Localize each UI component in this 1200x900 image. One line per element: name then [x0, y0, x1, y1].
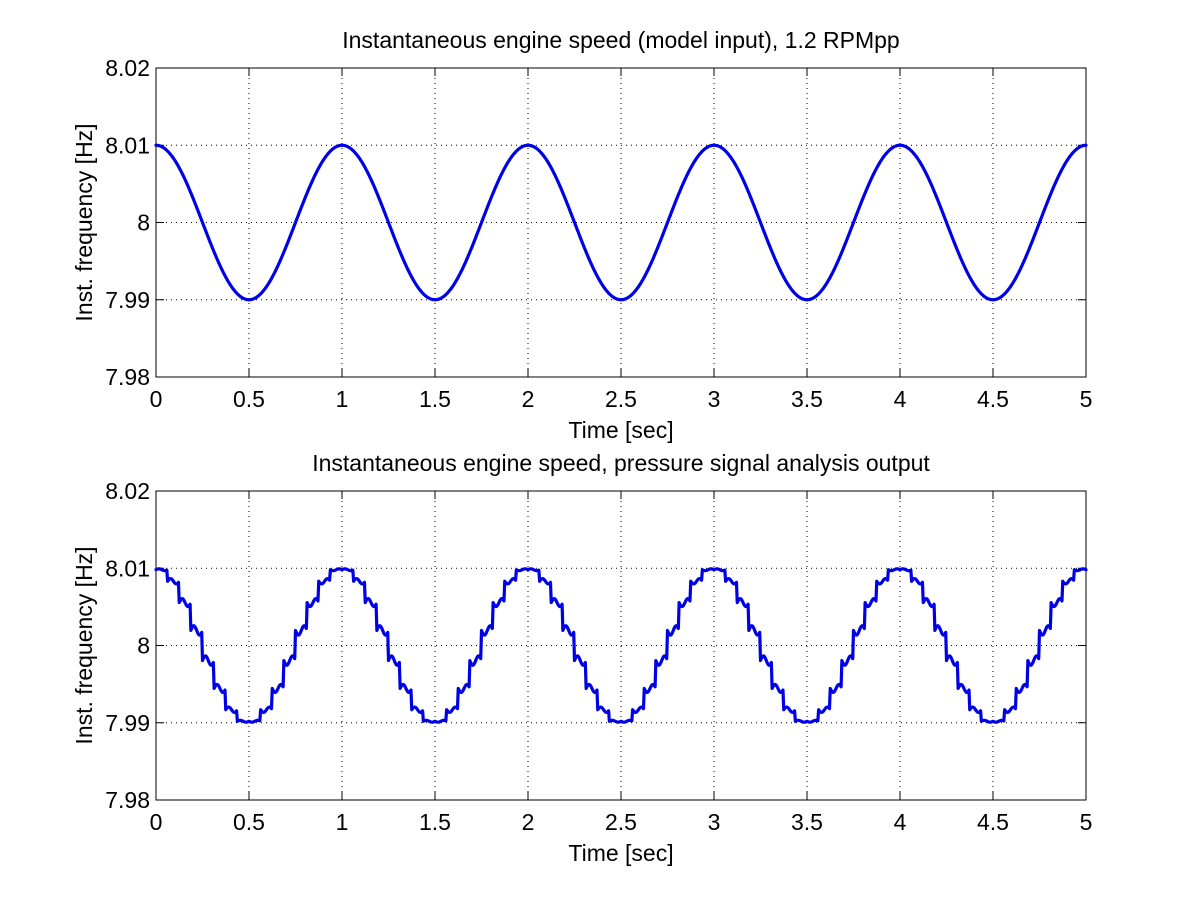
x-axis-label: Time [sec] [568, 840, 673, 866]
x-tick-label: 1 [336, 809, 349, 835]
x-tick-label: 0.5 [233, 386, 265, 412]
axis-ticks [155, 490, 1087, 801]
x-tick-label: 3.5 [791, 809, 823, 835]
x-tick-label: 2 [522, 386, 535, 412]
y-axis-label: Inst. frequency [Hz] [71, 546, 97, 744]
chart-model-input: 0 0.5 1 1.5 2 2.5 3 3.5 4 4.5 5 7.98 7.99 8 8.01 8.02 I… [71, 27, 1092, 443]
y-tick-label: 8.02 [105, 55, 150, 81]
x-axis-label: Time [sec] [568, 417, 673, 443]
series-layer [154, 143, 1088, 302]
x-tick-label: 0 [150, 386, 163, 412]
tick-labels: 0 0.5 1 1.5 2 2.5 3 3.5 4 4.5 5 7.98 7.99 8 8.01 8.02 [105, 55, 1092, 412]
x-tick-label: 3.5 [791, 386, 823, 412]
x-tick-label: 4.5 [977, 809, 1009, 835]
y-tick-label: 7.99 [105, 287, 150, 313]
x-tick-label: 0.5 [233, 809, 265, 835]
x-tick-label: 1 [336, 386, 349, 412]
tick-labels: 0 0.5 1 1.5 2 2.5 3 3.5 4 4.5 5 7.98 7.99 8 8.01 8.02 [105, 478, 1092, 835]
x-tick-label: 1.5 [419, 809, 451, 835]
x-tick-label: 4 [894, 809, 907, 835]
x-tick-label: 3 [708, 809, 721, 835]
x-tick-label: 3 [708, 386, 721, 412]
x-tick-label: 0 [150, 809, 163, 835]
series-line [154, 143, 1088, 302]
y-tick-label: 7.98 [105, 787, 150, 813]
chart-title: Instantaneous engine speed (model input)… [342, 27, 899, 53]
x-tick-label: 4 [894, 386, 907, 412]
y-tick-label: 8.01 [105, 132, 150, 158]
x-tick-label: 1.5 [419, 386, 451, 412]
y-tick-label: 7.99 [105, 710, 150, 736]
x-tick-label: 4.5 [977, 386, 1009, 412]
series-line [154, 567, 1088, 724]
y-tick-label: 8.01 [105, 555, 150, 581]
x-tick-label: 2.5 [605, 386, 637, 412]
y-axis-label: Inst. frequency [Hz] [71, 123, 97, 321]
x-tick-label: 2 [522, 809, 535, 835]
x-tick-label: 5 [1080, 386, 1093, 412]
x-tick-label: 2.5 [605, 809, 637, 835]
axis-ticks [155, 67, 1087, 378]
y-tick-label: 8.02 [105, 478, 150, 504]
y-tick-label: 8 [137, 633, 150, 659]
chart-title: Instantaneous engine speed, pressure sig… [312, 450, 930, 476]
y-tick-label: 7.98 [105, 364, 150, 390]
y-tick-label: 8 [137, 210, 150, 236]
x-tick-label: 5 [1080, 809, 1093, 835]
series-layer [154, 567, 1088, 724]
chart-pressure-analysis: 0 0.5 1 1.5 2 2.5 3 3.5 4 4.5 5 7.98 7.99 8 8.01 8.02 I… [71, 450, 1092, 866]
